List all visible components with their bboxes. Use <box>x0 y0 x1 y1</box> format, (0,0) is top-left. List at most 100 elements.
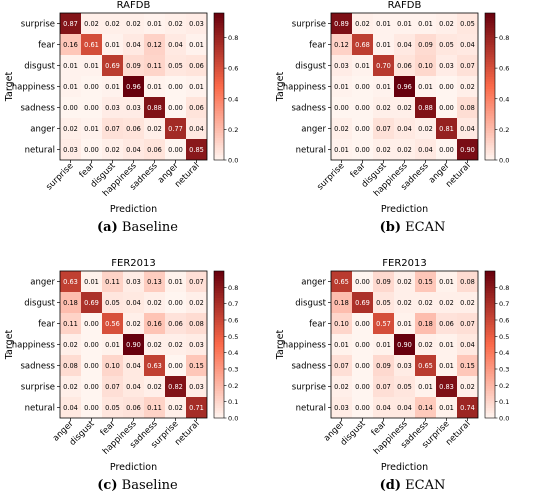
panel-d-colorbar-segment <box>485 359 495 363</box>
panel-c-cell-label: 0.10 <box>105 362 120 370</box>
panel-d-colorbar-segment <box>485 271 495 274</box>
panel-a-cell-label: 0.07 <box>105 125 120 133</box>
panel-a-colorbar-segment <box>214 103 224 107</box>
panel-c-cell <box>123 334 144 355</box>
panel-d-cell-label: 0.05 <box>376 299 391 307</box>
panel-c-cell-label: 0.02 <box>147 383 162 391</box>
panel-a-colorbar-segment <box>214 133 224 136</box>
panel-b-colorbar-segment <box>485 64 495 68</box>
panel-a-cell-label: 0.00 <box>84 104 99 112</box>
panel-b-cell <box>394 97 415 118</box>
panel-d-colorbar-segment <box>485 393 495 397</box>
panel-b-cell-label: 0.70 <box>376 62 391 70</box>
panel-a-cell-label: 0.02 <box>63 125 78 133</box>
panel-d-cell <box>394 271 415 292</box>
panel-a-colorbar-segment <box>214 35 224 38</box>
panel-d-cell <box>436 376 457 397</box>
panel-c-cell-label: 0.03 <box>189 341 204 349</box>
panel-c-colorbar-segment <box>214 322 224 326</box>
panel-b-cell-label: 0.81 <box>439 125 454 133</box>
panel-c-cell-label: 0.63 <box>63 278 78 286</box>
panel-a-cell-label: 0.06 <box>147 146 162 154</box>
panel-b-ytick-label: anger <box>301 125 326 135</box>
panel-a-cell-label: 0.00 <box>84 83 99 91</box>
panel-d-colorbar-segment <box>485 293 495 296</box>
panel-a-colorbar-tick-label: 0.8 <box>228 34 238 42</box>
panel-a-colorbar-segment <box>214 76 224 80</box>
panel-b-colorbar-segment <box>485 152 495 156</box>
panel-a-colorbar-tick-label: 0.2 <box>228 126 238 134</box>
panel-a-colorbar-tick-label: 0.4 <box>228 95 238 103</box>
panel-c-colorbar-segment <box>214 369 224 372</box>
panel-b-cell-label: 0.02 <box>460 83 475 91</box>
panel-c-colorbar-segment <box>214 307 224 311</box>
panel-c-cell <box>165 397 186 418</box>
panel-c-cell <box>123 397 144 418</box>
panel-c-colorbar-segment <box>214 280 224 284</box>
panel-b-cell <box>331 97 352 118</box>
panel-c-colorbar-segment <box>214 405 224 409</box>
panel-c-colorbar-segment <box>214 317 224 321</box>
panel-b-ytick-label: happiness <box>283 83 327 93</box>
panel-d-cell-label: 0.01 <box>439 404 454 412</box>
panel-c-cell <box>165 376 186 397</box>
panel-b-cell-label: 0.00 <box>355 83 370 91</box>
panel-d-colorbar-segment <box>485 410 495 414</box>
panel-a-cell-label: 0.00 <box>84 146 99 154</box>
panel-b-cell <box>415 118 436 139</box>
panel-c-colorbar-segment <box>214 381 224 385</box>
panel-c-cell <box>165 292 186 313</box>
panel-a-cell-label: 0.03 <box>63 146 78 154</box>
panel-b-cell <box>331 118 352 139</box>
panel-a-colorbar-segment <box>214 157 224 161</box>
panel-b-cell <box>436 97 457 118</box>
panel-b-colorbar-tick-label: 0.8 <box>499 34 509 42</box>
panel-c-title: FER2013 <box>111 258 155 269</box>
panel-d-cell-label: 0.02 <box>418 341 433 349</box>
panel-a-colorbar-segment <box>214 17 224 21</box>
panel-c-colorbar-segment <box>214 359 224 363</box>
panel-b-colorbar-segment <box>485 137 495 141</box>
panel-c-colorbar-segment <box>214 302 224 306</box>
panel-b-cell-label: 0.02 <box>376 104 391 112</box>
panel-a-colorbar-segment <box>214 64 224 68</box>
panel-d-colorbar-segment <box>485 388 495 392</box>
panel-d-colorbar-segment <box>485 275 495 279</box>
panel-c-colorbar-segment <box>214 273 224 277</box>
panel-c-cell <box>60 292 81 313</box>
panel-c-cell-label: 0.08 <box>63 362 78 370</box>
panel-d-cell <box>373 334 394 355</box>
panel-c-colorbar-segment <box>214 415 224 419</box>
panel-a-cell <box>81 97 102 118</box>
panel-b-colorbar-segment <box>485 66 495 70</box>
panel-a-cell <box>81 76 102 97</box>
panel-a-cell-label: 0.00 <box>168 83 183 91</box>
panel-a-cell-label: 0.01 <box>105 41 120 49</box>
panel-d-colorbar-segment <box>485 356 495 360</box>
caption-d: (d) ECAN <box>275 478 550 493</box>
panel-a-cell <box>186 118 207 139</box>
panel-c-cell-label: 0.04 <box>126 383 141 391</box>
panel-d-cell-label: 0.90 <box>397 341 412 349</box>
panel-a-cell <box>81 139 102 160</box>
panel-a-colorbar-segment <box>214 145 224 149</box>
panel-b-ytick-label: fear <box>309 41 326 51</box>
caption-a-text: Baseline <box>121 220 178 235</box>
panel-b-colorbar-segment <box>485 42 495 46</box>
panel-b-colorbar-segment <box>485 155 495 158</box>
panel-a-colorbar-segment <box>214 88 224 92</box>
panel-a-cell <box>60 13 81 34</box>
panel-b-colorbar-segment <box>485 59 495 63</box>
panel-b-colorbar-segment <box>485 147 495 151</box>
panel-d-cell-label: 0.07 <box>376 383 391 391</box>
panel-a-cell-label: 0.69 <box>105 62 120 70</box>
panel-b-cell <box>373 139 394 160</box>
panel-b-cell-label: 0.96 <box>397 83 412 91</box>
panel-d-colorbar-tick-label: 0.2 <box>499 382 509 390</box>
panel-a-colorbar-segment <box>214 54 224 58</box>
panel-a-cell-label: 0.12 <box>147 41 162 49</box>
panel-a-colorbar-segment <box>214 66 224 70</box>
caption-c: (c) Baseline <box>0 478 275 493</box>
panel-b-colorbar-segment <box>485 69 495 73</box>
panel-b-cell-label: 0.00 <box>355 104 370 112</box>
